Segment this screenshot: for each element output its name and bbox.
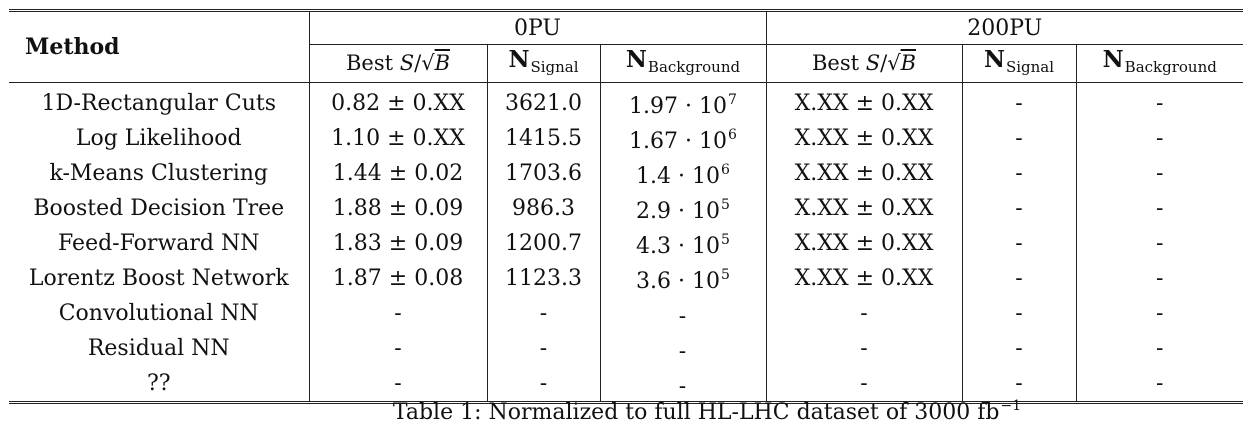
header-best-significance-200pu: Best S/√B: [765, 44, 962, 83]
results-table-container: Method 0PU 200PU Best S/√B NSignal NBack…: [9, 9, 1244, 404]
best-significance-0pu-cell: 1.83 ± 0.09: [308, 226, 487, 261]
n-background-0pu-cell: 4.3 · 105: [599, 226, 766, 261]
method-cell: Log Likelihood: [75, 126, 242, 151]
best-significance-200pu-cell: X.XX ± 0.XX: [765, 261, 962, 296]
header-best-significance-0pu: Best S/√B: [308, 44, 487, 83]
n-background-0pu-cell: 2.9 · 105: [599, 191, 766, 226]
n-signal-200pu-cell: -: [961, 191, 1076, 226]
n-signal-0pu-cell: 3621.0: [486, 82, 600, 121]
n-signal-200pu-cell: -: [961, 156, 1076, 191]
best-significance-200pu-cell: X.XX ± 0.XX: [765, 226, 962, 261]
n-signal-0pu-cell: -: [486, 296, 600, 331]
best-significance-0pu-cell: 1.87 ± 0.08: [308, 261, 487, 296]
header-group-row: Method 0PU 200PU: [9, 10, 1244, 60]
n-signal-200pu-cell: -: [961, 121, 1076, 156]
group-header-0pu: 0PU: [308, 10, 766, 45]
n-background-200pu-cell: -: [1075, 156, 1244, 191]
method-cell: Residual NN: [87, 336, 230, 361]
n-background-0pu-cell: -: [599, 366, 766, 403]
n-signal-0pu-cell: 986.3: [486, 191, 600, 226]
best-significance-200pu-cell: -: [765, 331, 962, 366]
best-significance-200pu-cell: X.XX ± 0.XX: [765, 121, 962, 156]
n-signal-200pu-cell: -: [961, 226, 1076, 261]
n-background-200pu-cell: -: [1075, 296, 1244, 331]
method-cell: Lorentz Boost Network: [28, 266, 289, 291]
results-table: Method 0PU 200PU Best S/√B NSignal NBack…: [9, 9, 1244, 404]
best-significance-200pu-cell: -: [765, 366, 962, 403]
n-signal-0pu-cell: -: [486, 366, 600, 403]
best-significance-200pu-cell: -: [765, 296, 962, 331]
best-significance-0pu-cell: 1.88 ± 0.09: [308, 191, 487, 226]
caption-exponent: −1: [1000, 398, 1022, 414]
table-row: Convolutional NN - - - - - -: [9, 296, 1244, 331]
n-background-0pu-cell: -: [599, 296, 766, 331]
table-caption: Table 1: Normalized to full HL-LHC datas…: [0, 398, 1254, 425]
n-background-200pu-cell: -: [1075, 82, 1244, 121]
method-cell: 1D-Rectangular Cuts: [41, 91, 277, 116]
best-significance-0pu-cell: 1.44 ± 0.02: [308, 156, 487, 191]
n-signal-200pu-cell: -: [961, 261, 1076, 296]
header-n-background-0pu: NBackground: [599, 44, 766, 83]
table-row: ?? - - - - - -: [9, 366, 1244, 403]
table-row: Lorentz Boost Network 1.87 ± 0.08 1123.3…: [9, 261, 1244, 296]
n-signal-0pu-cell: 1415.5: [486, 121, 600, 156]
group-header-200pu: 200PU: [765, 10, 1244, 45]
method-cell: Boosted Decision Tree: [33, 196, 285, 221]
n-background-200pu-cell: -: [1075, 331, 1244, 366]
n-background-200pu-cell: -: [1075, 366, 1244, 403]
table-row: 1D-Rectangular Cuts 0.82 ± 0.XX 3621.0 1…: [9, 82, 1244, 121]
best-significance-0pu-cell: -: [308, 331, 487, 366]
n-background-0pu-cell: 1.67 · 106: [599, 121, 766, 156]
best-significance-0pu-cell: -: [308, 366, 487, 403]
best-significance-200pu-cell: X.XX ± 0.XX: [765, 156, 962, 191]
header-n-signal-200pu: NSignal: [961, 44, 1076, 83]
n-background-0pu-cell: 3.6 · 105: [599, 261, 766, 296]
method-cell: ??: [146, 371, 171, 396]
header-n-signal-0pu: NSignal: [486, 44, 600, 83]
method-cell: Convolutional NN: [58, 301, 259, 326]
n-signal-0pu-cell: -: [486, 331, 600, 366]
n-background-0pu-cell: 1.97 · 107: [599, 82, 766, 121]
best-significance-0pu-cell: 0.82 ± 0.XX: [308, 82, 487, 121]
n-signal-200pu-cell: -: [961, 82, 1076, 121]
n-signal-0pu-cell: 1703.6: [486, 156, 600, 191]
table-row: Log Likelihood 1.10 ± 0.XX 1415.5 1.67 ·…: [9, 121, 1244, 156]
caption-text: Normalized to full HL-LHC dataset of 300…: [488, 400, 1000, 425]
best-significance-0pu-cell: 1.10 ± 0.XX: [308, 121, 487, 156]
n-background-200pu-cell: -: [1075, 191, 1244, 226]
table-row: Boosted Decision Tree 1.88 ± 0.09 986.3 …: [9, 191, 1244, 226]
caption-label: Table 1:: [392, 400, 482, 425]
n-background-0pu-cell: 1.4 · 106: [599, 156, 766, 191]
method-header: Method: [25, 33, 120, 60]
n-signal-200pu-cell: -: [961, 331, 1076, 366]
best-significance-0pu-cell: -: [308, 296, 487, 331]
n-background-200pu-cell: -: [1075, 121, 1244, 156]
n-background-200pu-cell: -: [1075, 261, 1244, 296]
table-row: k-Means Clustering 1.44 ± 0.02 1703.6 1.…: [9, 156, 1244, 191]
table-row: Residual NN - - - - - -: [9, 331, 1244, 366]
n-signal-200pu-cell: -: [961, 366, 1076, 403]
best-significance-200pu-cell: X.XX ± 0.XX: [765, 82, 962, 121]
method-cell: k-Means Clustering: [49, 161, 269, 186]
n-signal-0pu-cell: 1123.3: [486, 261, 600, 296]
n-signal-0pu-cell: 1200.7: [486, 226, 600, 261]
header-n-background-200pu: NBackground: [1075, 44, 1244, 83]
n-background-200pu-cell: -: [1075, 226, 1244, 261]
table-row: Feed-Forward NN 1.83 ± 0.09 1200.7 4.3 ·…: [9, 226, 1244, 261]
best-significance-200pu-cell: X.XX ± 0.XX: [765, 191, 962, 226]
n-signal-200pu-cell: -: [961, 296, 1076, 331]
method-cell: Feed-Forward NN: [58, 231, 260, 256]
n-background-0pu-cell: -: [599, 331, 766, 366]
header-sub-row: Best S/√B NSignal NBackground Best S/√B …: [9, 44, 1244, 83]
